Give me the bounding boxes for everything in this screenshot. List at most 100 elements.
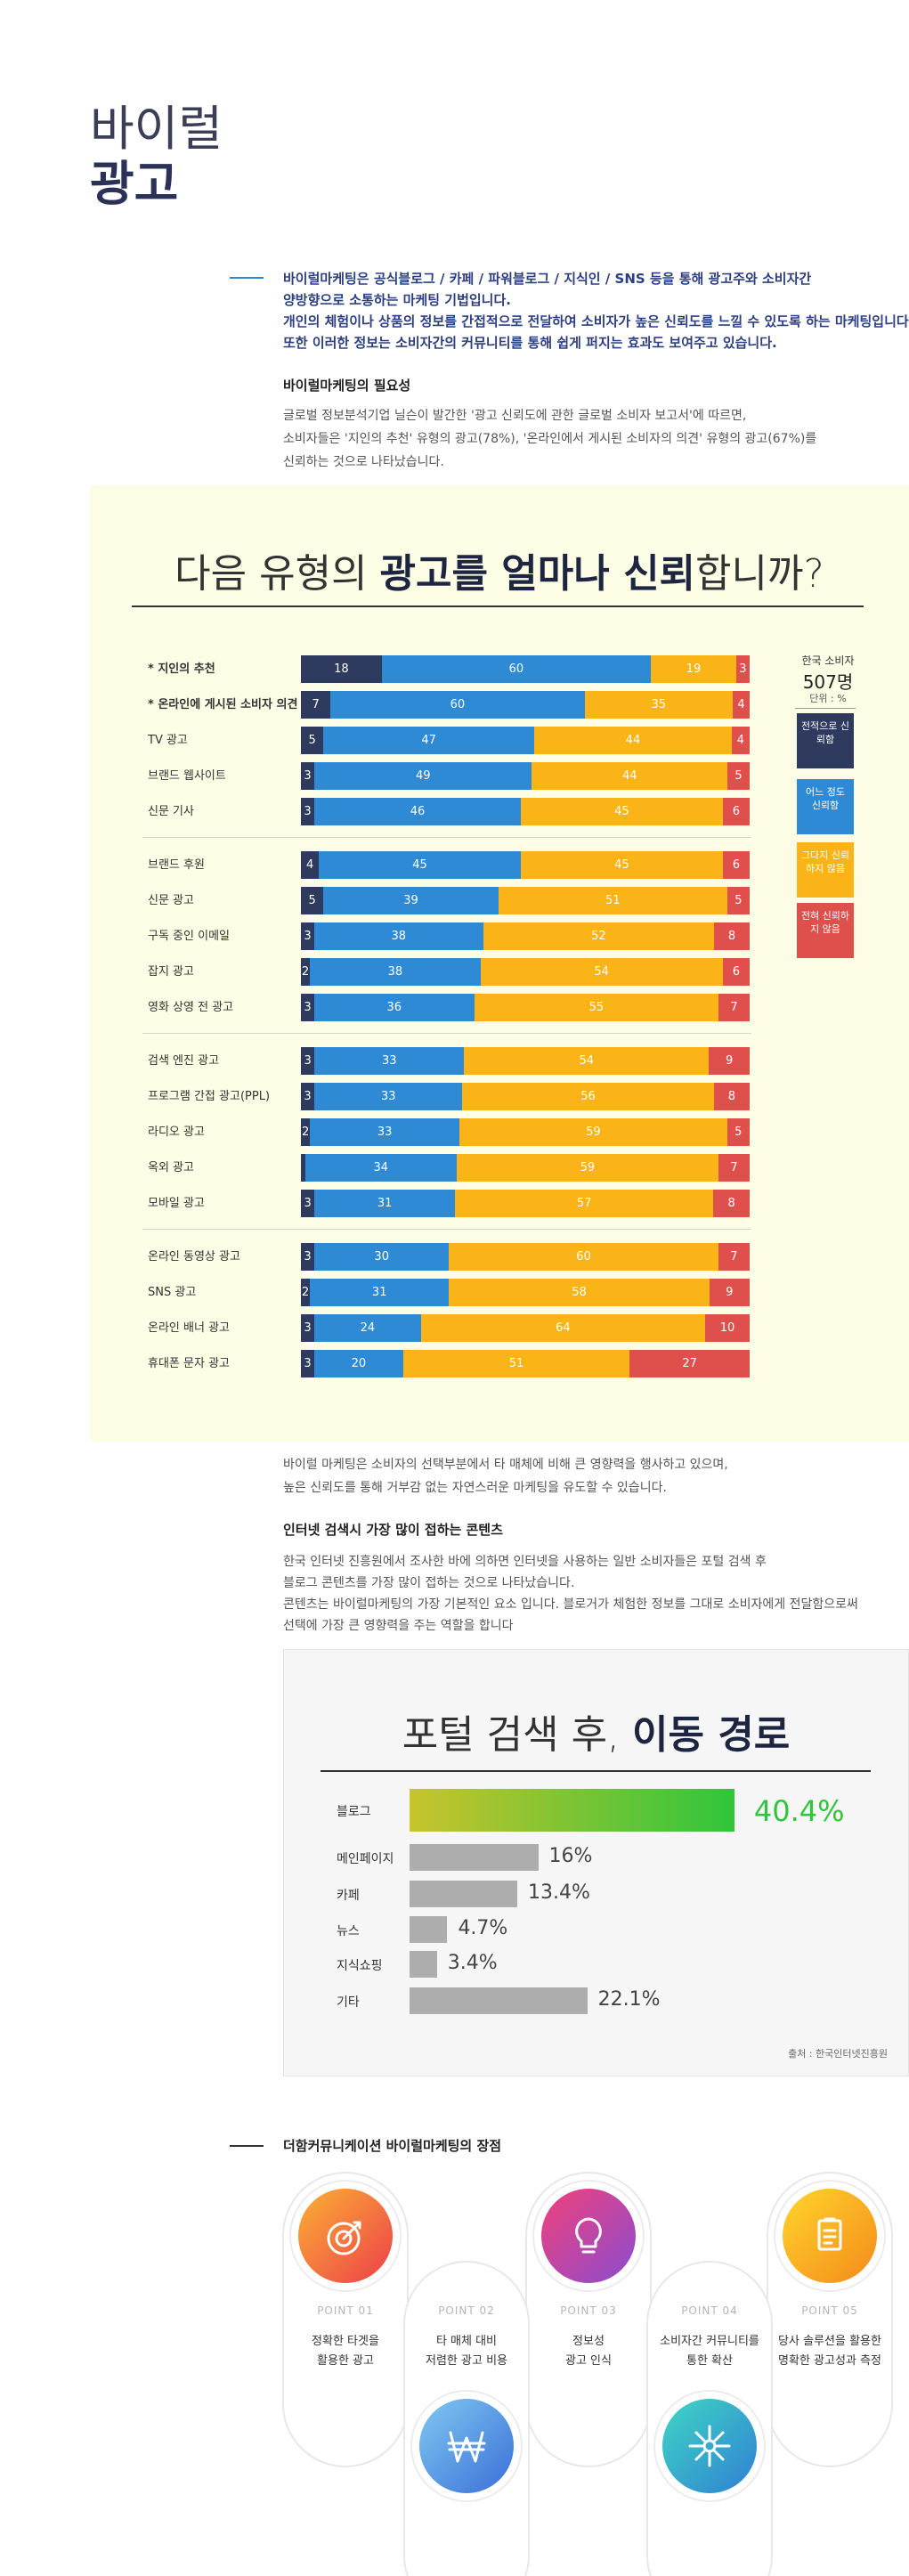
- bar-segment: 49: [313, 762, 532, 791]
- bar-segment: 2: [301, 958, 311, 987]
- title-part: 합니까?: [695, 551, 824, 597]
- bar-segment: 3: [735, 654, 750, 683]
- chart-title: 포털 검색 후, 이동 경로: [283, 1702, 909, 1759]
- bar-segment: 56: [462, 1082, 714, 1110]
- bar-segment: 36: [313, 994, 475, 1022]
- paragraph-line: 한국 인터넷 진흥원에서 조사한 바에 의하면 인터넷을 사용하는 일반 소비자…: [283, 1555, 767, 1569]
- value-label: 3.4%: [447, 1952, 498, 1974]
- section-heading: 더함커뮤니케이션 바이럴마케팅의 장점: [283, 2138, 502, 2154]
- category-label: 옥외 광고: [148, 1161, 194, 1175]
- legend-entry: 전적으로 신뢰함: [797, 713, 854, 768]
- point-text: 명확한 광고성과 측정: [778, 2354, 881, 2368]
- intro-line: 양방향으로 소통하는 마케팅 기법입니다.: [283, 292, 511, 308]
- bar-segment: 7: [718, 994, 750, 1022]
- category-label: SNS 광고: [148, 1285, 197, 1299]
- bar-segment: 60: [449, 1242, 718, 1271]
- legend-entry: 그다지 신뢰하지 않음: [797, 842, 854, 898]
- bar-segment: 47: [323, 726, 535, 754]
- paragraph-line: 블로그 콘텐츠를 가장 많이 접하는 것으로 나타났습니다.: [283, 1576, 575, 1590]
- bar-segment: 35: [584, 690, 733, 719]
- title-underline: [132, 605, 864, 607]
- category-label: 휴대폰 문자 광고: [148, 1357, 230, 1371]
- bar-segment: 55: [474, 994, 719, 1022]
- bar-segment: 3: [301, 798, 315, 826]
- icon-circle: [541, 2189, 636, 2283]
- group-separator: [142, 1033, 751, 1034]
- bar-segment: 3: [301, 762, 314, 791]
- category-label: * 온라인에 게시된 소비자 의견: [148, 697, 298, 711]
- category-label: 브랜드 후원: [148, 857, 205, 872]
- category-label: 프로그램 간접 광고(PPL): [148, 1089, 271, 1103]
- bar-segment: 3: [301, 1350, 314, 1378]
- bar-segment: 60: [381, 654, 652, 683]
- bar-segment: 5: [726, 886, 750, 914]
- paragraph-line: 바이럴 마케팅은 소비자의 선택부분에서 타 매체에 비해 큰 영향력을 행사하…: [283, 1458, 728, 1472]
- point-text: 소비자간 커뮤니티를: [660, 2335, 759, 2348]
- point-text: 통한 확산: [686, 2354, 733, 2368]
- legend-divider: [795, 708, 856, 709]
- point-text: 저렴한 광고 비용: [426, 2354, 507, 2368]
- value-label: 16%: [548, 1845, 593, 1867]
- point-label: POINT 03: [560, 2304, 617, 2317]
- bar-segment: 4: [732, 690, 750, 719]
- bar: [410, 1916, 448, 1943]
- group-separator: [142, 837, 751, 838]
- bar: [410, 1987, 588, 2014]
- point-text: 타 매체 대비: [435, 2335, 498, 2348]
- bar-segment: 24: [313, 1313, 421, 1342]
- bar-segment: 3: [301, 994, 314, 1022]
- intro-line: 바이럴마케팅은 공식블로그 / 카페 / 파워블로그 / 지식인 / SNS 등…: [283, 271, 812, 287]
- paragraph-line: 글로벌 정보분석기업 닐슨이 발간한 '광고 신뢰도에 관한 글로벌 소비자 보…: [283, 409, 747, 423]
- point-label: POINT 05: [801, 2304, 858, 2317]
- value-label: 40.4%: [753, 1794, 845, 1828]
- bar: [410, 1844, 539, 1871]
- bar-segment: 3: [301, 1242, 315, 1271]
- accent-line: [230, 2145, 264, 2147]
- category-label: 뉴스: [337, 1924, 360, 1938]
- bar-segment: 39: [323, 886, 499, 914]
- bar-segment: 8: [714, 922, 750, 950]
- bar-segment: 54: [480, 958, 723, 987]
- network-icon: [688, 2425, 731, 2467]
- bar-segment: 5: [727, 762, 750, 791]
- bar-segment: 4: [731, 726, 750, 754]
- bar-segment: 45: [319, 850, 521, 879]
- title-underline: [321, 1770, 871, 1772]
- bar-segment: 6: [722, 798, 750, 826]
- page-title: 바이럴: [90, 101, 223, 157]
- title-part: 포털 검색 후,: [402, 1712, 633, 1758]
- paragraph-line: 높은 신뢰도를 통해 거부감 없는 자연스러운 마케팅을 유도할 수 있습니다.: [283, 1481, 667, 1495]
- legend-unit: 단위 : %: [809, 693, 847, 704]
- legend-entry: 어느 정도 신뢰함: [797, 779, 854, 834]
- category-label: TV 광고: [148, 733, 188, 747]
- bar-segment: 44: [532, 762, 728, 791]
- bar-segment: 33: [310, 1117, 460, 1146]
- bar-segment: 8: [713, 1082, 750, 1110]
- bar-segment: 44: [534, 726, 732, 754]
- category-label: * 지인의 추천: [148, 662, 215, 676]
- icon-circle: [419, 2399, 514, 2493]
- point-text: 정확한 타겟을: [312, 2335, 379, 2348]
- bar-segment: 6: [722, 958, 750, 987]
- bar: [410, 1789, 735, 1832]
- bar-segment: 2: [301, 1278, 311, 1306]
- category-label: 온라인 동영상 광고: [148, 1249, 240, 1264]
- category-label: 지식쇼핑: [337, 1959, 383, 1973]
- value-label: 22.1%: [597, 1988, 661, 2011]
- point-text: 광고 인식: [565, 2354, 612, 2368]
- title-part: 다음 유형의: [174, 551, 380, 597]
- bar-segment: 60: [330, 690, 585, 719]
- target-icon: [327, 2221, 361, 2255]
- category-label: 카페: [337, 1889, 360, 1903]
- bar-segment: 52: [483, 922, 715, 950]
- category-label: 영화 상영 전 광고: [148, 1001, 234, 1015]
- section-heading: 바이럴마케팅의 필요성: [283, 378, 411, 394]
- intro-line: 개인의 체험이나 상품의 정보를 간접적으로 전달하여 소비자가 높은 신뢰도를…: [283, 313, 909, 329]
- bar-segment: 30: [314, 1242, 450, 1271]
- point-text: 활용한 광고: [317, 2354, 374, 2368]
- category-label: 메인페이지: [337, 1852, 394, 1866]
- bar-segment: 5: [726, 1117, 750, 1146]
- bar-segment: 3: [301, 1190, 315, 1218]
- paragraph-line: 콘텐츠는 바이럴마케팅의 가장 기본적인 요소 입니다. 블로거가 체험한 정보…: [283, 1597, 858, 1612]
